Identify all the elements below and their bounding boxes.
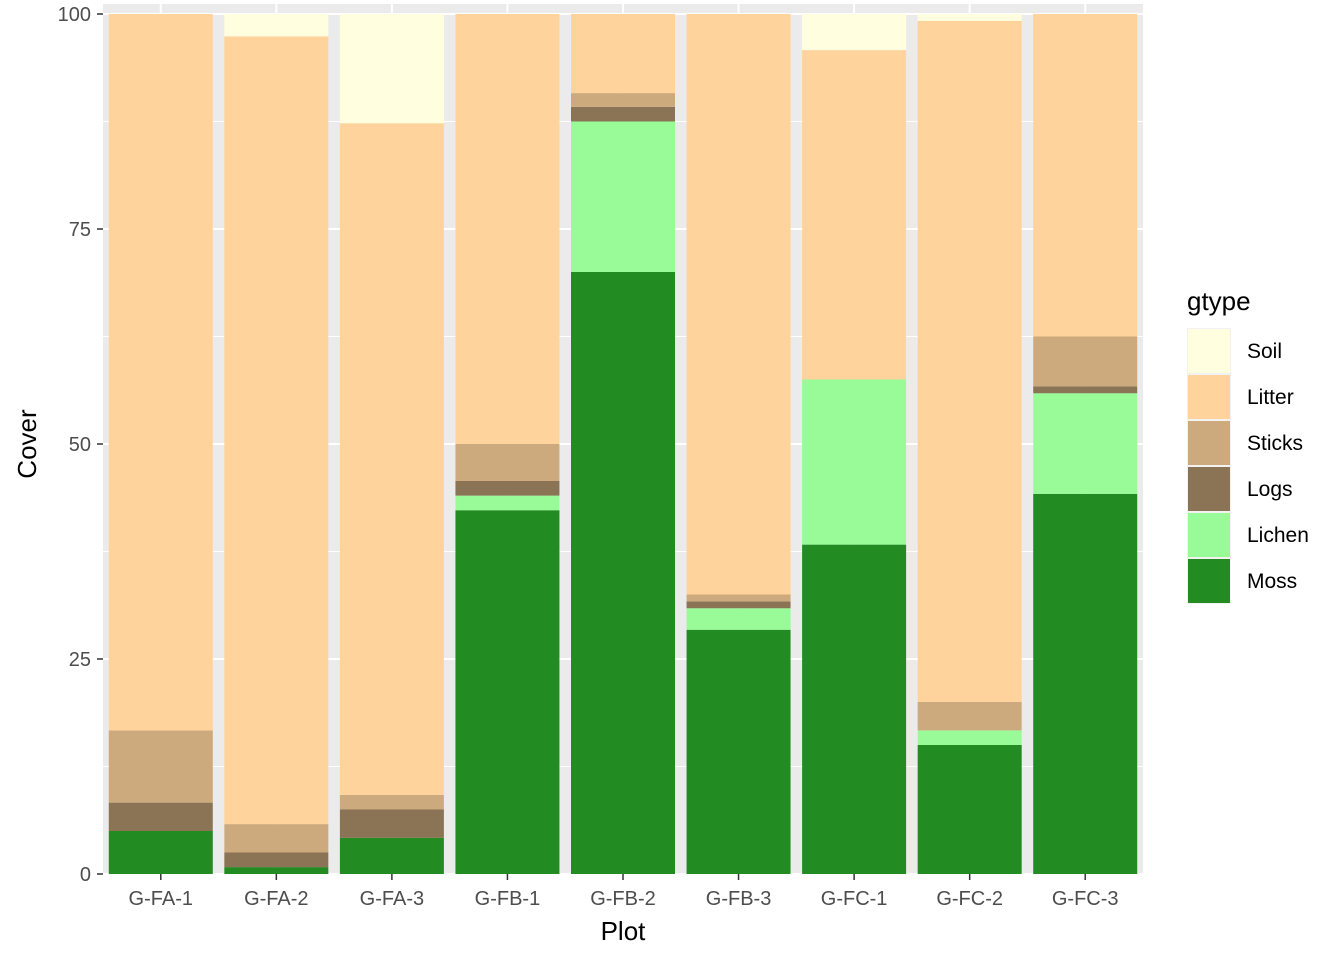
bar-segment-sticks-g-fb-3 — [686, 594, 791, 602]
bar-segment-sticks-g-fc-2 — [917, 702, 1022, 731]
bar-segment-lichen-g-fc-1 — [802, 379, 907, 545]
x-tick-label: G-FA-2 — [244, 888, 308, 910]
bar-segment-litter-g-fa-1 — [108, 14, 213, 731]
legend: gtype Soil Litter Sticks Logs Lichen Moss — [1187, 286, 1309, 604]
bar-segment-logs-g-fb-3 — [686, 601, 791, 609]
legend-label-litter: Litter — [1247, 386, 1294, 409]
x-tick-label: G-FC-2 — [936, 888, 1003, 910]
bar-segment-logs-g-fa-3 — [339, 809, 444, 838]
y-tick-label: 100 — [58, 4, 91, 26]
bar-segment-moss-g-fa-2 — [224, 867, 329, 874]
legend-key-lichen — [1188, 513, 1230, 557]
bar-segment-moss-g-fa-3 — [339, 837, 444, 874]
bar-segment-litter-g-fb-2 — [571, 14, 675, 94]
y-axis-title: Cover — [12, 409, 42, 479]
x-tick-label: G-FB-1 — [475, 888, 541, 910]
legend-label-lichen: Lichen — [1247, 524, 1309, 547]
x-tick-label: G-FB-2 — [590, 888, 656, 910]
bar-segment-moss-g-fc-3 — [1033, 493, 1138, 874]
bar-segment-logs-g-fc-3 — [1033, 386, 1138, 394]
bar-segment-sticks-g-fb-1 — [455, 444, 560, 481]
x-tick-label: G-FA-1 — [129, 888, 193, 910]
legend-label-sticks: Sticks — [1247, 432, 1303, 455]
bar-segment-litter-g-fc-2 — [917, 20, 1022, 702]
bar-segment-soil-g-fa-2 — [224, 14, 329, 37]
legend-label-soil: Soil — [1247, 340, 1282, 363]
legend-key-logs — [1188, 467, 1230, 511]
bar-segment-logs-g-fb-2 — [571, 106, 675, 122]
bar-segment-litter-g-fc-1 — [802, 50, 907, 380]
legend-key-moss — [1188, 559, 1230, 603]
bar-segment-moss-g-fc-1 — [802, 544, 907, 874]
bars — [108, 14, 1138, 874]
bar-segment-moss-g-fb-1 — [455, 510, 560, 874]
bar-segment-litter-g-fa-2 — [224, 36, 329, 825]
bar-segment-litter-g-fb-3 — [686, 14, 791, 595]
y-tick-label: 0 — [80, 864, 91, 886]
bar-segment-moss-g-fc-2 — [917, 745, 1022, 874]
bar-segment-moss-g-fa-1 — [108, 831, 213, 874]
bar-segment-litter-g-fb-1 — [455, 14, 560, 444]
bar-segment-lichen-g-fc-2 — [917, 730, 1022, 745]
bar-segment-litter-g-fc-3 — [1033, 14, 1138, 337]
bar-segment-sticks-g-fc-3 — [1033, 336, 1138, 387]
x-tick-label: G-FA-3 — [360, 888, 424, 910]
bar-segment-lichen-g-fb-1 — [455, 495, 560, 511]
x-axis-title: Plot — [601, 916, 647, 946]
bar-segment-soil-g-fc-1 — [802, 14, 907, 51]
bar-segment-logs-g-fb-1 — [455, 480, 560, 496]
bar-segment-litter-g-fa-3 — [339, 123, 444, 795]
bar-segment-soil-g-fc-2 — [917, 14, 1022, 21]
x-tick-label: G-FB-3 — [706, 888, 772, 910]
bar-segment-lichen-g-fc-3 — [1033, 393, 1138, 494]
bar-segment-sticks-g-fa-1 — [108, 730, 213, 803]
bar-segment-sticks-g-fa-2 — [224, 824, 329, 853]
bar-segment-lichen-g-fb-2 — [571, 121, 675, 272]
y-axis: 0 25 50 75 100 — [58, 4, 103, 886]
y-tick-label: 25 — [69, 649, 91, 671]
legend-key-litter — [1188, 375, 1230, 419]
bar-segment-moss-g-fb-3 — [686, 629, 791, 874]
bar-segment-sticks-g-fb-2 — [571, 93, 675, 107]
legend-key-sticks — [1188, 421, 1230, 465]
bar-segment-logs-g-fa-1 — [108, 802, 213, 831]
legend-title: gtype — [1187, 286, 1251, 316]
bar-segment-soil-g-fa-3 — [339, 14, 444, 124]
bar-segment-sticks-g-fa-3 — [339, 794, 444, 810]
bar-segment-moss-g-fb-2 — [571, 272, 675, 874]
bar-segment-lichen-g-fb-3 — [686, 608, 791, 630]
legend-label-logs: Logs — [1247, 478, 1293, 501]
legend-label-moss: Moss — [1247, 570, 1297, 593]
x-tick-label: G-FC-1 — [821, 888, 888, 910]
x-axis: G-FA-1 G-FA-2 G-FA-3 G-FB-1 G-FB-2 G-FB-3 G-FC… — [129, 874, 1119, 910]
y-tick-label: 75 — [69, 219, 91, 241]
bar-segment-logs-g-fa-2 — [224, 852, 329, 868]
legend-key-soil — [1188, 329, 1230, 373]
x-tick-label: G-FC-3 — [1052, 888, 1119, 910]
y-tick-label: 50 — [69, 434, 91, 456]
